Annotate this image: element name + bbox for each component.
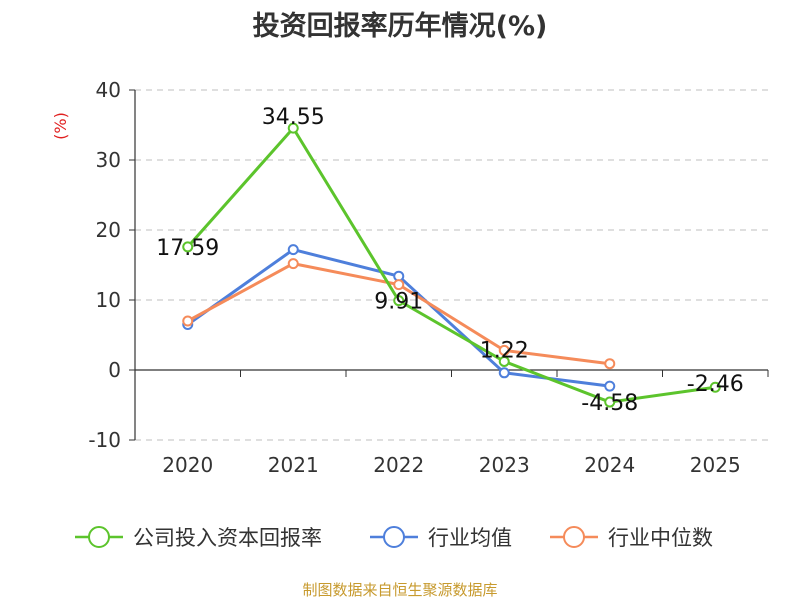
legend-label: 行业均值 — [428, 526, 512, 550]
legend-item[interactable]: 行业中位数 — [550, 526, 713, 550]
y-tick-label: 40 — [96, 78, 121, 102]
legend-marker-icon — [383, 526, 405, 548]
legend-item[interactable]: 行业均值 — [370, 526, 512, 550]
legend-marker-icon — [88, 526, 110, 548]
y-tick-label: 10 — [96, 288, 121, 312]
data-point[interactable] — [604, 358, 616, 370]
data-point[interactable] — [498, 344, 510, 356]
y-tick-label: -10 — [88, 428, 121, 452]
data-label: 17.59 — [156, 236, 219, 261]
x-tick-label: 2022 — [373, 453, 424, 477]
series-line — [186, 248, 610, 388]
data-label: 34.55 — [262, 105, 325, 130]
x-tick-label: 2024 — [584, 453, 635, 477]
data-point[interactable] — [498, 367, 510, 379]
data-point[interactable] — [604, 380, 616, 392]
data-point[interactable] — [287, 122, 299, 134]
y-axis-unit-label: (%) — [51, 112, 70, 140]
y-tick-label: 30 — [96, 148, 121, 172]
data-point[interactable] — [182, 315, 194, 327]
legend-label: 公司投入资本回报率 — [133, 526, 322, 550]
legend-marker-icon — [563, 526, 585, 548]
x-tick-label: 2023 — [479, 453, 530, 477]
data-label: 9.91 — [374, 290, 423, 315]
axes: 40 30 20 10 0 -10 2020 2021 2022 2023 2024 2025 — [88, 78, 769, 477]
data-point[interactable] — [604, 396, 616, 408]
source-note: 制图数据来自恒生聚源数据库 — [302, 581, 498, 599]
x-tick-label: 2021 — [268, 453, 319, 477]
chart-title: 投资回报率历年情况(%) — [252, 11, 548, 42]
data-point[interactable] — [182, 241, 194, 253]
data-point[interactable] — [498, 355, 510, 367]
data-label: -2.46 — [687, 372, 744, 397]
data-point[interactable] — [287, 244, 299, 256]
x-tick-label: 2025 — [690, 453, 741, 477]
y-tick-label: 0 — [108, 358, 121, 382]
data-point[interactable] — [287, 258, 299, 270]
gridlines — [135, 89, 768, 441]
data-point[interactable] — [709, 381, 721, 393]
legend-label: 行业中位数 — [608, 526, 713, 550]
legend[interactable]: 公司投入资本回报率 行业均值 行业中位数 — [75, 526, 713, 550]
data-label: -4.58 — [581, 391, 638, 416]
data-labels: 17.59 34.55 9.91 1.22 -4.58 -2.46 — [156, 105, 743, 416]
data-point[interactable] — [393, 279, 405, 291]
data-label: 1.22 — [480, 338, 529, 363]
y-tick-label: 20 — [96, 218, 121, 242]
data-point[interactable] — [393, 295, 405, 307]
series-line — [186, 126, 716, 404]
legend-item[interactable]: 公司投入资本回报率 — [75, 526, 322, 550]
series-layer — [182, 122, 721, 408]
x-tick-label: 2020 — [162, 453, 213, 477]
